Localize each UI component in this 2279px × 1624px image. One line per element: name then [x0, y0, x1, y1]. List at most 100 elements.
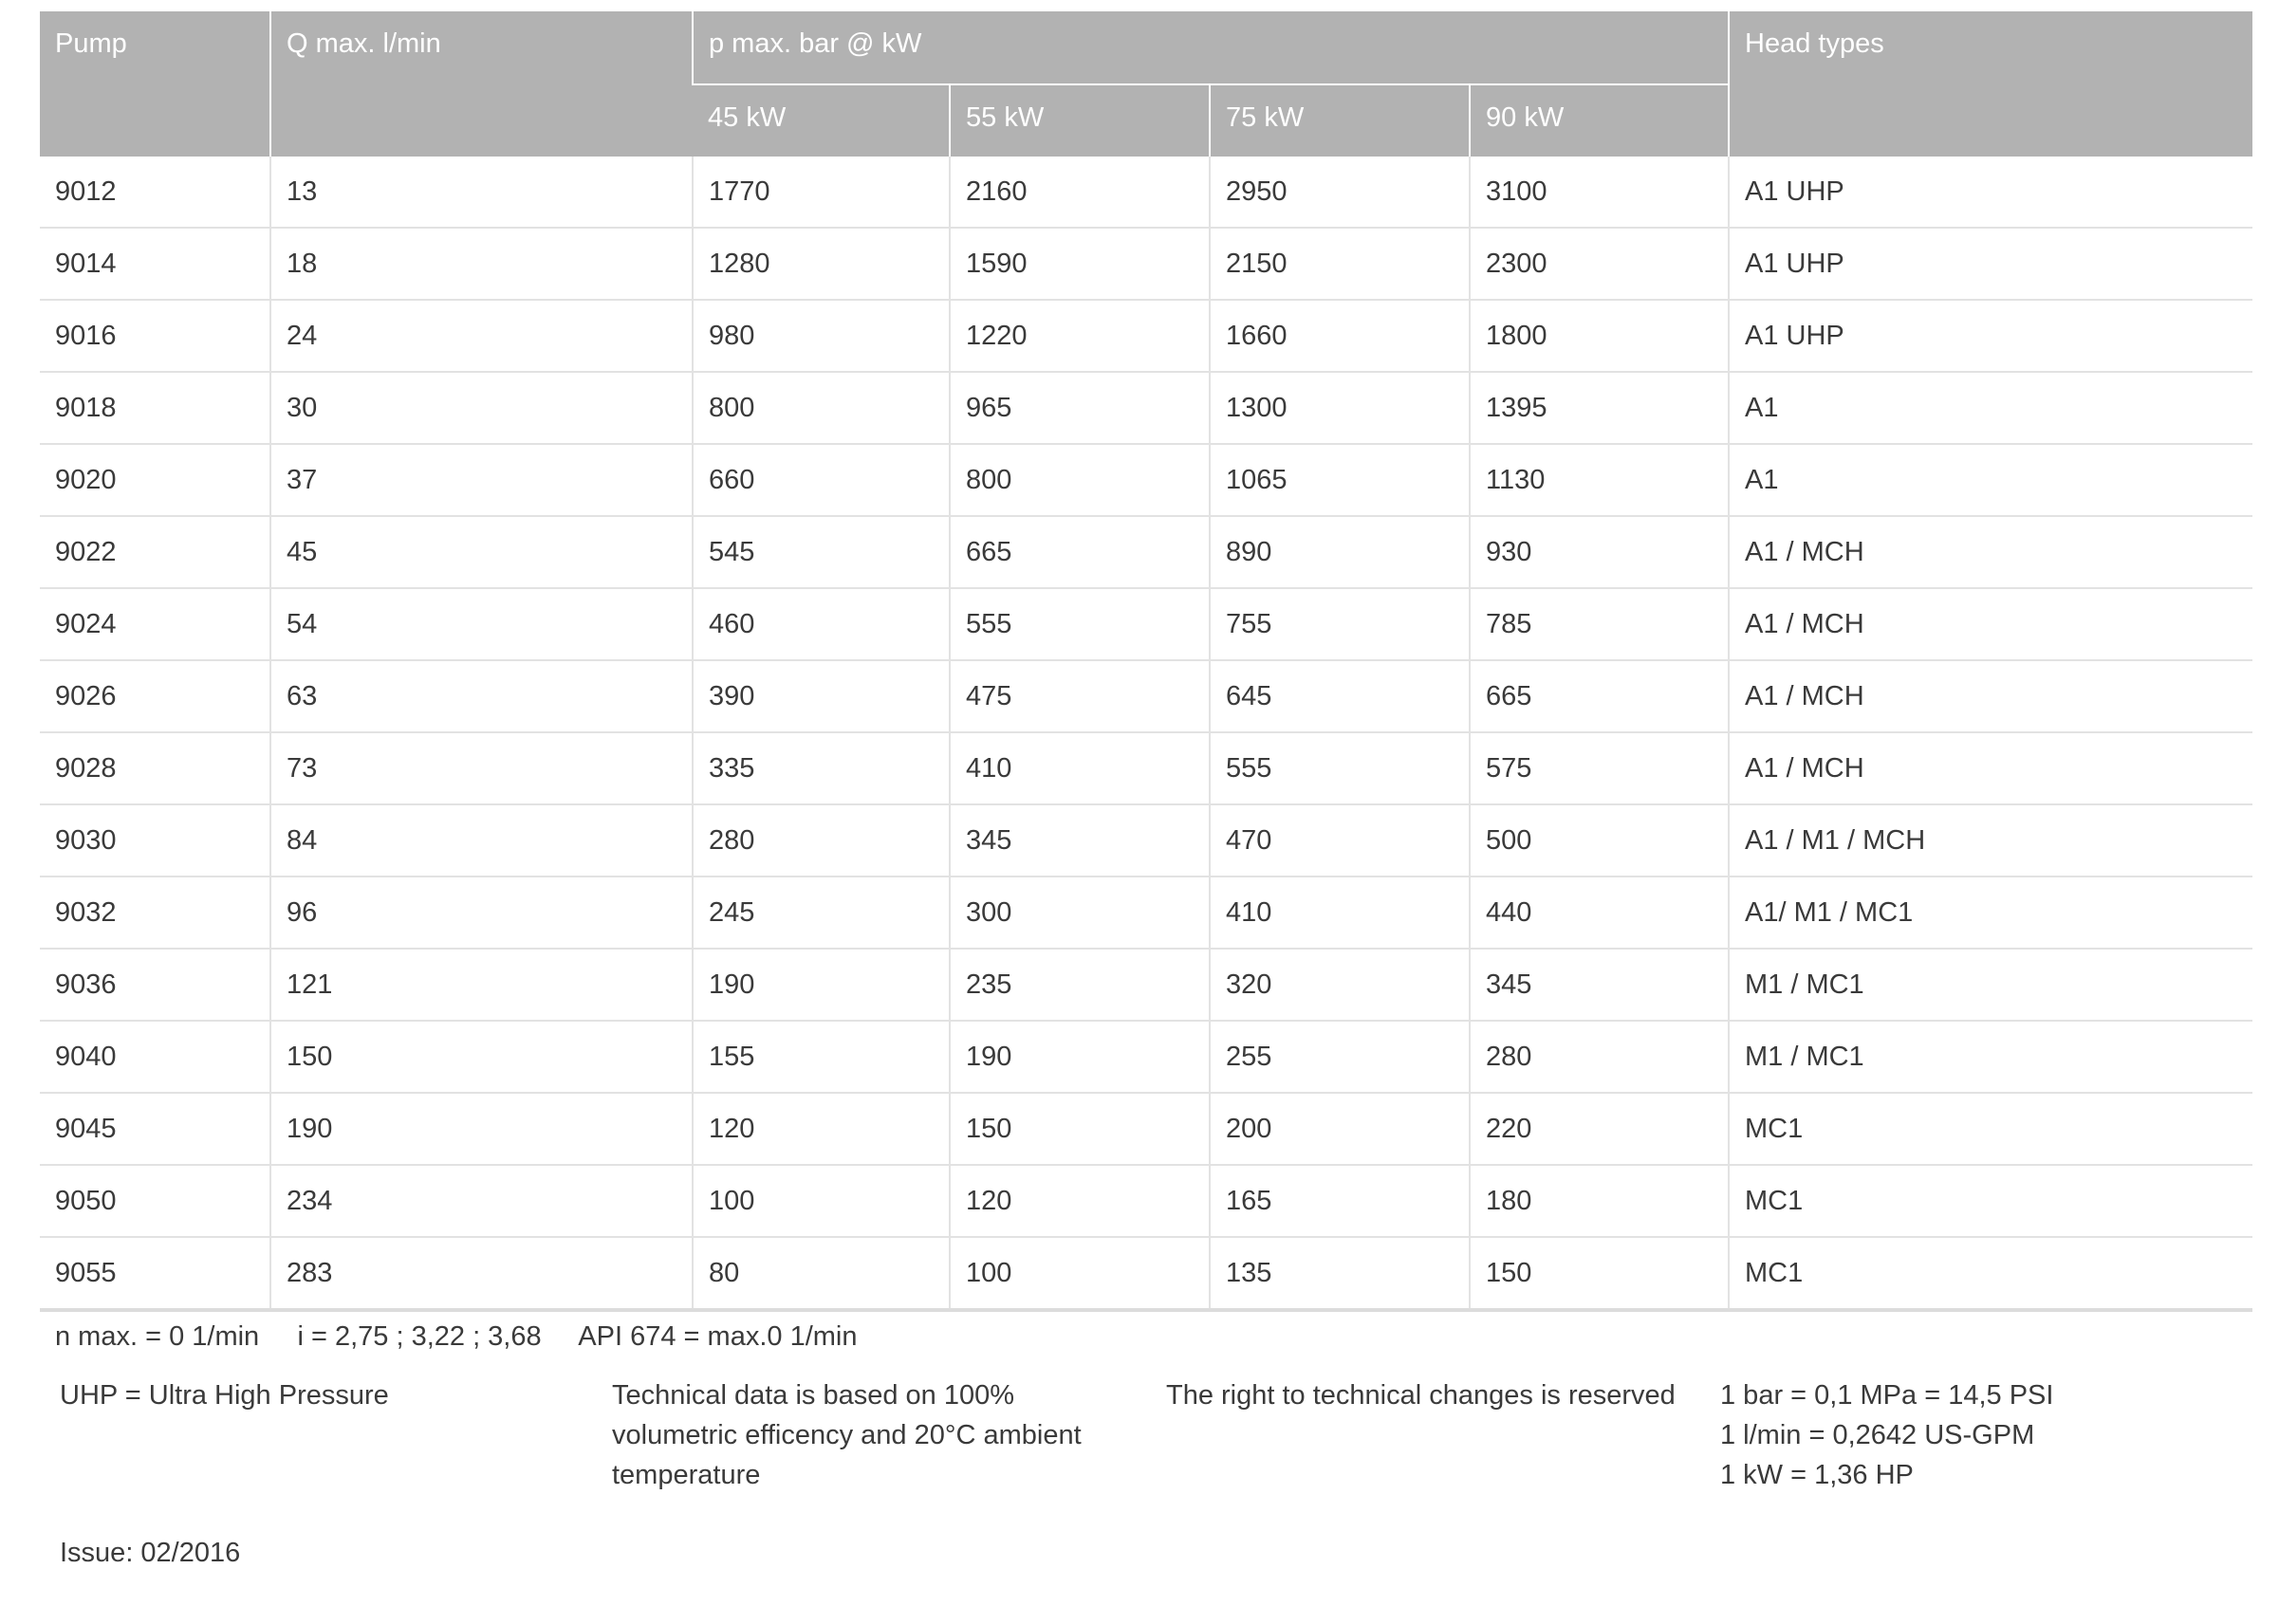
table-cell: 120: [692, 1093, 950, 1166]
table-cell: 45: [269, 516, 693, 589]
note-conversions: 1 bar = 0,1 MPa = 14,5 PSI 1 l/min = 0,2…: [1720, 1375, 2053, 1495]
table-cell: A1 / MCH: [1728, 516, 2252, 589]
table-cell: 150: [949, 1093, 1210, 1166]
table-cell: 1590: [949, 228, 1210, 301]
table-cell: M1 / MC1: [1728, 1021, 2252, 1094]
table-cell: 2300: [1469, 228, 1729, 301]
note-uhp: UHP = Ultra High Pressure: [60, 1380, 389, 1411]
table-cell: 335: [692, 732, 950, 805]
table-cell: 84: [269, 804, 693, 877]
note-technical-line: temperature: [612, 1460, 761, 1490]
header-75kw: 75 kW: [1209, 83, 1470, 157]
table-cell: 54: [269, 588, 693, 661]
table-cell: 190: [269, 1093, 693, 1166]
table-body: 9012 13 1770 2160 2950 3100 A1 UHP 9014 18 1280 15…: [40, 157, 2252, 1312]
header-p-max: p max. bar @ kW: [692, 11, 1729, 84]
table-cell: 9036: [40, 949, 270, 1022]
table-cell: 890: [1209, 516, 1470, 589]
table-cell: 9050: [40, 1165, 270, 1238]
note-technical: Technical data is based on 100% volumetr…: [612, 1375, 1082, 1495]
table-cell: 980: [692, 300, 950, 373]
note-technical-line: Technical data is based on 100%: [612, 1380, 1015, 1411]
table-cell: 1300: [1209, 372, 1470, 445]
table-row: 9018 30 800 965 1300 1395 A1: [40, 372, 2252, 445]
table-cell: 345: [949, 804, 1210, 877]
table-cell: 545: [692, 516, 950, 589]
table-cell: A1 UHP: [1728, 157, 2252, 229]
table-cell: 9018: [40, 372, 270, 445]
table-cell: 13: [269, 157, 693, 229]
table-row: 9030 84 280 345 470 500 A1 / M1 / MCH: [40, 804, 2252, 877]
table-cell: 200: [1209, 1093, 1470, 1166]
table-cell: 100: [949, 1237, 1210, 1312]
table-cell: 1660: [1209, 300, 1470, 373]
table-cell: 9040: [40, 1021, 270, 1094]
table-cell: 500: [1469, 804, 1729, 877]
table-cell: A1/ M1 / MC1: [1728, 877, 2252, 950]
table-cell: 460: [692, 588, 950, 661]
table-row: 9022 45 545 665 890 930 A1 / MCH: [40, 516, 2252, 589]
table-cell: 555: [1209, 732, 1470, 805]
table-cell: 190: [949, 1021, 1210, 1094]
table-cell: 9032: [40, 877, 270, 950]
table-row: 9036 121 190 235 320 345 M1 / MC1: [40, 949, 2252, 1022]
table-cell: 930: [1469, 516, 1729, 589]
table-cell: 755: [1209, 588, 1470, 661]
table-cell: 1130: [1469, 444, 1729, 517]
table-cell: 280: [1469, 1021, 1729, 1094]
table-cell: 785: [1469, 588, 1729, 661]
table-cell: 37: [269, 444, 693, 517]
table-cell: 9028: [40, 732, 270, 805]
table-cell: MC1: [1728, 1165, 2252, 1238]
table-cell: MC1: [1728, 1237, 2252, 1312]
table-row: 9032 96 245 300 410 440 A1/ M1 / MC1: [40, 877, 2252, 950]
table-cell: 2150: [1209, 228, 1470, 301]
table-row: 9045 190 120 150 200 220 MC1: [40, 1093, 2252, 1166]
table-row: 9014 18 1280 1590 2150 2300 A1 UHP: [40, 228, 2252, 301]
table-cell: 135: [1209, 1237, 1470, 1312]
table-cell: 9012: [40, 157, 270, 229]
table-row: 9016 24 980 1220 1660 1800 A1 UHP: [40, 300, 2252, 373]
table-cell: 9016: [40, 300, 270, 373]
header-head-types: Head types: [1728, 11, 2252, 157]
table-cell: 9026: [40, 660, 270, 733]
table-cell: 1220: [949, 300, 1210, 373]
table-row: 9020 37 660 800 1065 1130 A1: [40, 444, 2252, 517]
table-cell: 165: [1209, 1165, 1470, 1238]
table-row: 9028 73 335 410 555 575 A1 / MCH: [40, 732, 2252, 805]
table-row: 9024 54 460 555 755 785 A1 / MCH: [40, 588, 2252, 661]
header-55kw: 55 kW: [949, 83, 1210, 157]
table-cell: 665: [949, 516, 1210, 589]
table-cell: 1395: [1469, 372, 1729, 445]
table-cell: M1 / MC1: [1728, 949, 2252, 1022]
header-q-max: Q max. l/min: [269, 11, 693, 157]
table-cell: 9020: [40, 444, 270, 517]
table-cell: 660: [692, 444, 950, 517]
table-cell: A1 UHP: [1728, 228, 2252, 301]
table-cell: 475: [949, 660, 1210, 733]
table-cell: 2160: [949, 157, 1210, 229]
table-cell: 234: [269, 1165, 693, 1238]
header-90kw: 90 kW: [1469, 83, 1729, 157]
header-pump: Pump: [40, 11, 270, 157]
table-cell: 3100: [1469, 157, 1729, 229]
conversion-line: 1 kW = 1,36 HP: [1720, 1460, 1914, 1490]
table-cell: 645: [1209, 660, 1470, 733]
table-cell: 190: [692, 949, 950, 1022]
table-cell: 965: [949, 372, 1210, 445]
table-cell: 9014: [40, 228, 270, 301]
table-cell: 155: [692, 1021, 950, 1094]
table-cell: 440: [1469, 877, 1729, 950]
table-cell: 345: [1469, 949, 1729, 1022]
table-cell: A1 / MCH: [1728, 660, 2252, 733]
table-cell: 283: [269, 1237, 693, 1312]
table-cell: 9055: [40, 1237, 270, 1312]
header-45kw: 45 kW: [693, 83, 950, 157]
issue-date: Issue: 02/2016: [60, 1538, 241, 1568]
table-cell: 9022: [40, 516, 270, 589]
table-cell: 1800: [1469, 300, 1729, 373]
table-cell: 9024: [40, 588, 270, 661]
table-cell: A1: [1728, 444, 2252, 517]
table-cell: A1 / MCH: [1728, 588, 2252, 661]
table-cell: 410: [1209, 877, 1470, 950]
